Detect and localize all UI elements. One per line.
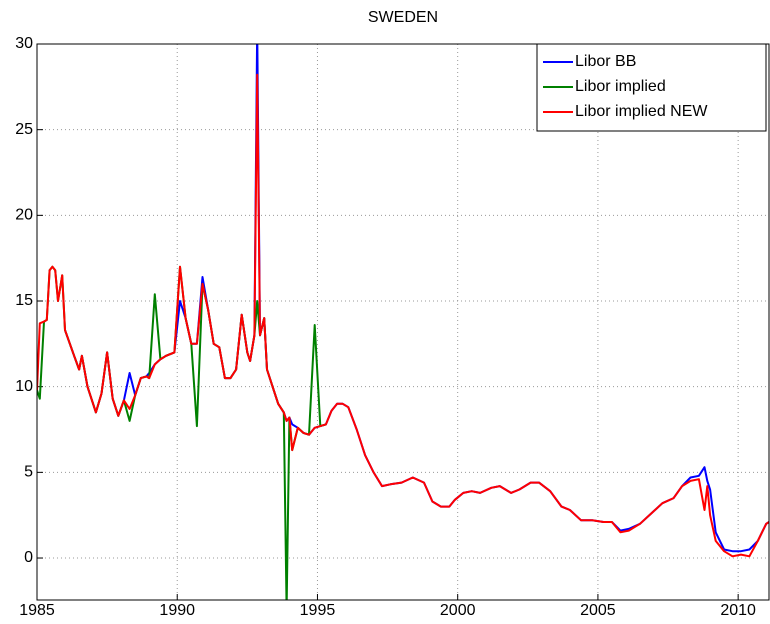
y-tick-label: 30: [15, 35, 33, 52]
legend-label: Libor implied NEW: [575, 103, 708, 120]
y-tick-label: 25: [15, 121, 33, 138]
x-tick-label: 1985: [19, 602, 55, 619]
y-tick-label: 20: [15, 207, 33, 224]
plot-lines: [37, 44, 769, 600]
axes-frame: [36, 43, 770, 601]
x-tick-label: 2010: [720, 602, 756, 619]
y-tick-label: 15: [15, 292, 33, 309]
plot-area: [37, 44, 769, 600]
legend-label: Libor implied: [575, 78, 666, 95]
legend-box: [536, 43, 767, 132]
series-line: [37, 73, 769, 558]
legend-label: Libor BB: [575, 53, 636, 70]
x-tick-label: 1990: [159, 602, 195, 619]
y-tick-label: 0: [24, 549, 33, 566]
chart-title: SWEDEN: [368, 9, 438, 26]
y-tick-label: 10: [15, 378, 33, 395]
y-tick-label: 5: [24, 464, 33, 481]
x-tick-label: 2005: [580, 602, 616, 619]
x-tick-label: 1995: [300, 602, 336, 619]
x-tick-label: 2000: [440, 602, 476, 619]
